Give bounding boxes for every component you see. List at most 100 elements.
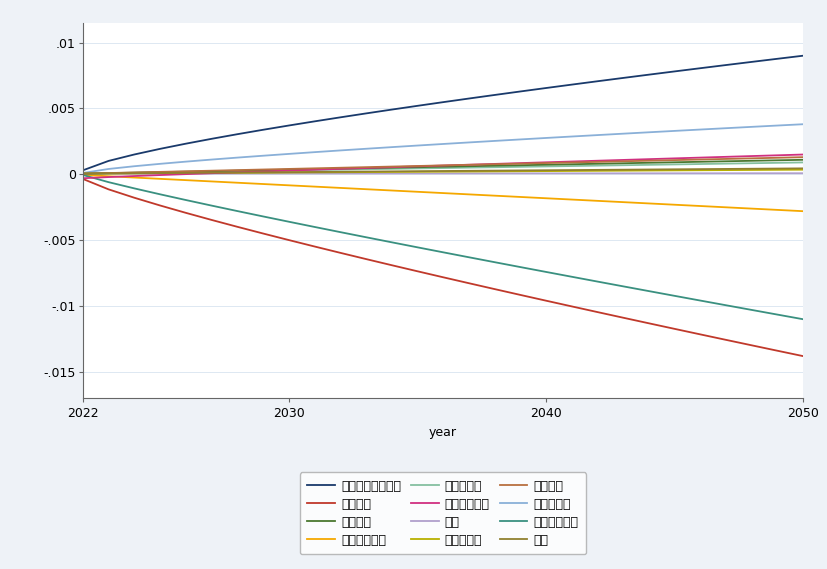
- 사이버보안: [591, 167, 601, 174]
- 모빌리티: [772, 157, 782, 164]
- 반도체디스플레이: [335, 114, 345, 121]
- 반도체디스플레이: [309, 118, 319, 125]
- 우주항공해양: [361, 164, 370, 171]
- 양자: [617, 166, 627, 173]
- 반도체디스플레이: [489, 92, 499, 98]
- 차세대통신: [720, 125, 730, 131]
- 수소: [514, 170, 524, 177]
- 사이버보안: [566, 167, 576, 174]
- 이차전지: [437, 274, 447, 281]
- 차세대통신: [284, 151, 294, 158]
- 첨단바이오: [257, 167, 267, 174]
- 첨단로봇제조: [489, 259, 499, 266]
- 인공지능: [566, 159, 576, 166]
- 첨단로봇제조: [284, 218, 294, 225]
- 차세대통신: [180, 158, 190, 165]
- 인공지능: [309, 165, 319, 172]
- 첨단바이오: [617, 162, 627, 168]
- 양자: [772, 165, 782, 172]
- 이차전지: [772, 347, 782, 354]
- 차세대원자력: [309, 183, 319, 190]
- 인공지능: [463, 162, 473, 168]
- 이차전지: [643, 320, 653, 327]
- 양자: [155, 170, 165, 176]
- 첨단로봇제조: [437, 249, 447, 255]
- 수소: [591, 170, 601, 177]
- 첨단바이오: [746, 160, 756, 167]
- 차세대통신: [643, 129, 653, 135]
- 수소: [206, 170, 216, 177]
- 첨단로봇제조: [361, 234, 370, 241]
- 첨단바이오: [437, 164, 447, 171]
- 이차전지: [463, 280, 473, 287]
- 첨단바이오: [129, 170, 139, 176]
- 양자: [386, 168, 396, 175]
- 차세대통신: [335, 147, 345, 154]
- 양자: [514, 167, 524, 174]
- 우주항공해양: [720, 154, 730, 160]
- 차세대원자력: [797, 208, 807, 215]
- 첨단바이오: [284, 167, 294, 174]
- 반도체디스플레이: [437, 99, 447, 106]
- 수소: [566, 170, 576, 177]
- 인공지능: [232, 167, 241, 174]
- 수소: [489, 170, 499, 177]
- 이차전지: [720, 336, 730, 343]
- 첨단로봇제조: [591, 278, 601, 285]
- 모빌리티: [180, 168, 190, 175]
- 사이버보안: [206, 170, 216, 176]
- 반도체디스플레이: [386, 106, 396, 113]
- 이차전지: [514, 291, 524, 298]
- 우주항공해양: [772, 152, 782, 159]
- 수소: [335, 170, 345, 177]
- 차세대통신: [566, 133, 576, 140]
- 사이버보안: [489, 168, 499, 175]
- 수소: [669, 170, 679, 177]
- 우주항공해양: [232, 169, 241, 176]
- 차세대통신: [514, 136, 524, 143]
- 인공지능: [591, 158, 601, 165]
- 양자: [206, 170, 216, 176]
- 차세대통신: [617, 130, 627, 137]
- Line: 첨단로봇제조: 첨단로봇제조: [83, 175, 802, 319]
- 차세대원자력: [540, 195, 550, 201]
- 사이버보안: [232, 170, 241, 176]
- Line: 모빌리티: 모빌리티: [83, 160, 802, 174]
- 모빌리티: [78, 170, 88, 177]
- 수소: [463, 170, 473, 177]
- 첨단로봇제조: [463, 254, 473, 261]
- 양자: [232, 169, 241, 176]
- 차세대원자력: [78, 171, 88, 178]
- 수소: [617, 170, 627, 177]
- 양자: [78, 170, 88, 177]
- 사이버보안: [129, 170, 139, 177]
- 양자: [129, 170, 139, 176]
- 이차전지: [591, 308, 601, 315]
- 차세대통신: [206, 156, 216, 163]
- 이차전지: [361, 255, 370, 262]
- 반도체디스플레이: [412, 102, 422, 109]
- 모빌리티: [591, 160, 601, 167]
- 첨단바이오: [206, 168, 216, 175]
- 첨단로봇제조: [797, 316, 807, 323]
- 인공지능: [129, 169, 139, 176]
- 우주항공해양: [669, 155, 679, 162]
- 사이버보안: [514, 168, 524, 175]
- 우주항공해양: [540, 159, 550, 166]
- 우주항공해양: [437, 162, 447, 169]
- 모빌리티: [720, 158, 730, 164]
- 양자: [257, 169, 267, 176]
- 반도체디스플레이: [129, 151, 139, 158]
- 반도체디스플레이: [772, 55, 782, 62]
- 첨단바이오: [180, 168, 190, 175]
- 모빌리티: [746, 158, 756, 164]
- 반도체디스플레이: [257, 126, 267, 133]
- 양자: [335, 168, 345, 175]
- 모빌리티: [540, 162, 550, 168]
- 첨단바이오: [386, 166, 396, 172]
- 차세대원자력: [129, 174, 139, 181]
- 첨단로봇제조: [309, 224, 319, 230]
- 수소: [155, 170, 165, 177]
- 첨단바이오: [489, 164, 499, 171]
- 반도체디스플레이: [284, 122, 294, 129]
